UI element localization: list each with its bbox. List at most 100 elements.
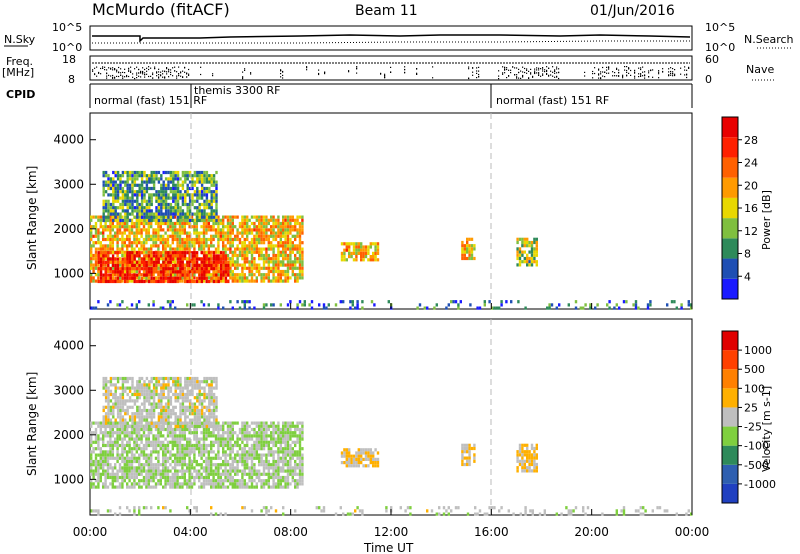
heatmap-cell <box>234 479 237 483</box>
heatmap-cell <box>374 242 377 246</box>
heatmap-cell <box>178 231 182 235</box>
heatmap-cell <box>90 260 93 264</box>
nave-dot <box>168 71 170 73</box>
nave-dot <box>686 73 688 75</box>
heatmap-cell <box>138 376 141 381</box>
heatmap-cell <box>262 421 266 425</box>
heatmap-cell <box>250 247 254 251</box>
heatmap-cell <box>157 228 160 232</box>
heatmap-cell <box>147 431 150 435</box>
heatmap-cell <box>476 306 479 310</box>
heatmap-cell <box>231 466 234 470</box>
heatmap-cell <box>112 209 115 213</box>
heatmap-cell <box>291 450 294 454</box>
heatmap-cell <box>181 196 185 200</box>
heatmap-cell <box>248 218 251 222</box>
heatmap-cell <box>111 453 114 457</box>
heatmap-cell <box>210 267 213 271</box>
heatmap-cell <box>258 421 261 425</box>
heatmap-cell <box>291 472 294 476</box>
heatmap-cell <box>224 279 228 284</box>
heatmap-cell <box>260 456 263 460</box>
freq-tick-top: 18 <box>62 53 76 66</box>
heatmap-cell <box>116 399 120 403</box>
heatmap-cell <box>279 479 282 483</box>
heatmap-cell <box>214 247 218 251</box>
heatmap-cell <box>183 459 186 464</box>
heatmap-cell <box>207 221 210 226</box>
heatmap-cell <box>243 273 246 277</box>
heatmap-cell <box>212 190 216 194</box>
heatmap-cell <box>107 408 110 413</box>
nave-dot <box>630 69 632 72</box>
heatmap-cell <box>133 456 136 460</box>
heatmap-cell <box>111 431 114 435</box>
heatmap-cell <box>154 231 158 235</box>
heatmap-cell <box>262 437 266 441</box>
heatmap-cell <box>241 231 244 235</box>
heatmap-cell <box>260 437 263 441</box>
heatmap-cell <box>226 225 230 229</box>
heatmap-cell <box>226 228 230 232</box>
heatmap-cell <box>114 386 117 390</box>
heatmap-cell <box>207 257 211 261</box>
heatmap-cell <box>162 234 165 238</box>
heatmap-cell <box>210 228 213 232</box>
heatmap-cell <box>118 263 122 267</box>
heatmap-cell <box>224 485 227 489</box>
heatmap-cell <box>193 469 196 473</box>
heatmap-cell <box>291 234 294 238</box>
heatmap-cell <box>205 180 209 184</box>
heatmap-cell <box>210 190 213 194</box>
heatmap-cell <box>116 456 119 460</box>
heatmap-cell <box>188 469 191 473</box>
nave-dot <box>606 72 608 74</box>
heatmap-cell <box>179 251 182 255</box>
heatmap-cell <box>298 479 302 483</box>
heatmap-cell <box>188 231 191 235</box>
heatmap-cell <box>530 263 534 267</box>
heatmap-cell <box>94 241 98 245</box>
heatmap-cell <box>231 482 234 486</box>
heatmap-cell <box>138 415 141 419</box>
heatmap-cell <box>138 405 141 409</box>
heatmap-cell <box>90 440 93 444</box>
heatmap-cell <box>260 250 263 254</box>
heatmap-cell <box>279 456 282 460</box>
heatmap-cell <box>142 269 146 274</box>
heatmap-cell <box>526 263 529 267</box>
heatmap-cell <box>186 463 189 467</box>
heatmap-cell <box>298 453 302 457</box>
heatmap-cell <box>226 475 230 480</box>
nave-dot <box>598 69 600 71</box>
heatmap-cell <box>145 453 148 457</box>
heatmap-cell <box>171 482 174 486</box>
heatmap-cell <box>550 303 554 307</box>
heatmap-cell <box>265 303 268 307</box>
heatmap-cell <box>109 237 112 242</box>
heatmap-cell <box>212 434 215 438</box>
heatmap-cell <box>169 260 172 264</box>
heatmap-cell <box>224 466 227 470</box>
heatmap-cell <box>231 237 234 242</box>
heatmap-cell <box>282 269 285 274</box>
heatmap-cell <box>250 469 254 473</box>
heatmap-cell <box>131 273 134 277</box>
heatmap-cell <box>114 443 117 448</box>
heatmap-cell <box>202 459 206 464</box>
heatmap-cell <box>241 257 244 261</box>
heatmap-cell <box>142 463 146 467</box>
heatmap-cell <box>352 242 356 246</box>
nave-dot <box>530 73 532 75</box>
heatmap-cell <box>495 306 498 310</box>
heatmap-cell <box>360 248 363 252</box>
heatmap-cell <box>262 276 266 280</box>
heatmap-cell <box>186 273 189 277</box>
heatmap-cell <box>145 215 149 219</box>
heatmap-cell <box>282 450 285 454</box>
heatmap-cell <box>123 276 127 280</box>
heatmap-cell <box>128 386 132 390</box>
heatmap-cell <box>284 237 287 242</box>
heatmap-cell <box>367 245 370 249</box>
